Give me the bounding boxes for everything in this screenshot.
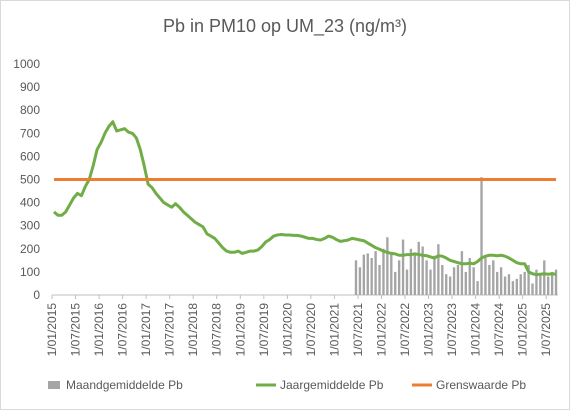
x-tick-label: 1/07/2019 <box>257 303 271 357</box>
bar <box>390 253 393 295</box>
bar <box>386 237 389 295</box>
bar <box>452 267 456 295</box>
x-tick-label: 1/01/2025 <box>516 303 530 357</box>
bar <box>354 260 358 295</box>
x-tick-label: 1/01/2024 <box>469 303 483 357</box>
legend-label: Maandgemiddelde Pb <box>66 378 183 392</box>
bar <box>417 241 420 295</box>
legend-label: Grenswaarde Pb <box>436 378 526 392</box>
bar <box>366 253 369 295</box>
bar <box>484 255 487 295</box>
bar <box>445 274 448 295</box>
y-tick-label: 100 <box>20 265 40 279</box>
bar <box>499 267 503 295</box>
bar <box>401 239 405 295</box>
y-tick-label: 800 <box>20 103 40 117</box>
bar <box>413 253 417 295</box>
y-tick-label: 0 <box>33 288 40 302</box>
x-tick-label: 1/07/2021 <box>351 303 365 357</box>
x-tick-label: 1/01/2019 <box>233 303 247 357</box>
legend-swatch <box>48 381 60 389</box>
y-tick-label: 200 <box>20 242 40 256</box>
bar <box>370 258 373 295</box>
x-tick-label: 1/07/2020 <box>304 303 318 357</box>
bar <box>374 251 377 295</box>
x-tick-label: 1/07/2025 <box>539 303 553 357</box>
x-tick-label: 1/07/2022 <box>398 303 412 357</box>
legend-label: Jaargemiddelde Pb <box>280 378 384 392</box>
bar <box>554 269 558 295</box>
line-series <box>52 120 557 277</box>
bar <box>448 276 452 295</box>
x-tick-label: 1/07/2015 <box>69 303 83 357</box>
x-tick-label: 1/01/2017 <box>139 303 153 357</box>
bar <box>394 271 397 295</box>
x-tick-label: 1/01/2016 <box>92 303 106 357</box>
bar <box>547 276 550 295</box>
x-tick-label: 1/01/2018 <box>186 303 200 357</box>
bar <box>531 283 534 295</box>
bar <box>460 251 464 295</box>
bar <box>507 274 511 295</box>
bar <box>496 271 499 295</box>
bar <box>492 260 495 295</box>
bar <box>425 260 428 295</box>
bar <box>382 248 385 295</box>
x-tick-label: 1/01/2020 <box>280 303 294 357</box>
x-tick-label: 1/07/2017 <box>163 303 177 357</box>
bar <box>527 264 530 295</box>
bar <box>441 264 444 295</box>
bar <box>503 276 507 295</box>
x-tick-label: 1/07/2023 <box>445 303 459 357</box>
bar <box>515 278 518 295</box>
y-tick-label: 400 <box>20 196 40 210</box>
bar <box>409 248 413 295</box>
y-tick-label: 900 <box>20 80 40 94</box>
bar <box>358 267 362 295</box>
bar <box>456 264 460 295</box>
bar <box>488 264 491 295</box>
y-tick-label: 300 <box>20 219 40 233</box>
bar <box>405 269 409 295</box>
y-tick-label: 600 <box>20 149 40 163</box>
x-tick-label: 1/07/2016 <box>116 303 130 357</box>
bar <box>362 254 366 295</box>
x-tick-label: 1/01/2015 <box>45 303 59 357</box>
y-tick-label: 500 <box>20 173 40 187</box>
bar <box>421 246 424 295</box>
y-tick-label: 1000 <box>13 57 40 71</box>
bar <box>433 255 436 295</box>
x-tick-label: 1/07/2024 <box>492 303 506 357</box>
bar <box>519 274 522 295</box>
bar <box>539 274 542 295</box>
bar <box>543 260 546 295</box>
bar <box>480 177 483 295</box>
y-tick-label: 700 <box>20 126 40 140</box>
x-tick-label: 1/01/2022 <box>374 303 388 357</box>
bar <box>437 244 440 295</box>
bar <box>511 281 515 295</box>
x-tick-label: 1/01/2021 <box>327 303 341 357</box>
bar <box>472 267 475 295</box>
bar <box>468 258 471 295</box>
bar <box>476 281 479 295</box>
bar <box>550 271 554 295</box>
bar <box>429 269 432 295</box>
x-tick-label: 1/01/2023 <box>422 303 436 357</box>
bar <box>378 264 381 295</box>
bar <box>523 271 526 295</box>
chart-title: Pb in PM10 op UM_23 (ng/m³) <box>163 16 407 37</box>
bar <box>535 269 538 295</box>
x-tick-label: 1/07/2018 <box>210 303 224 357</box>
bar <box>397 260 401 295</box>
bar <box>464 271 467 295</box>
